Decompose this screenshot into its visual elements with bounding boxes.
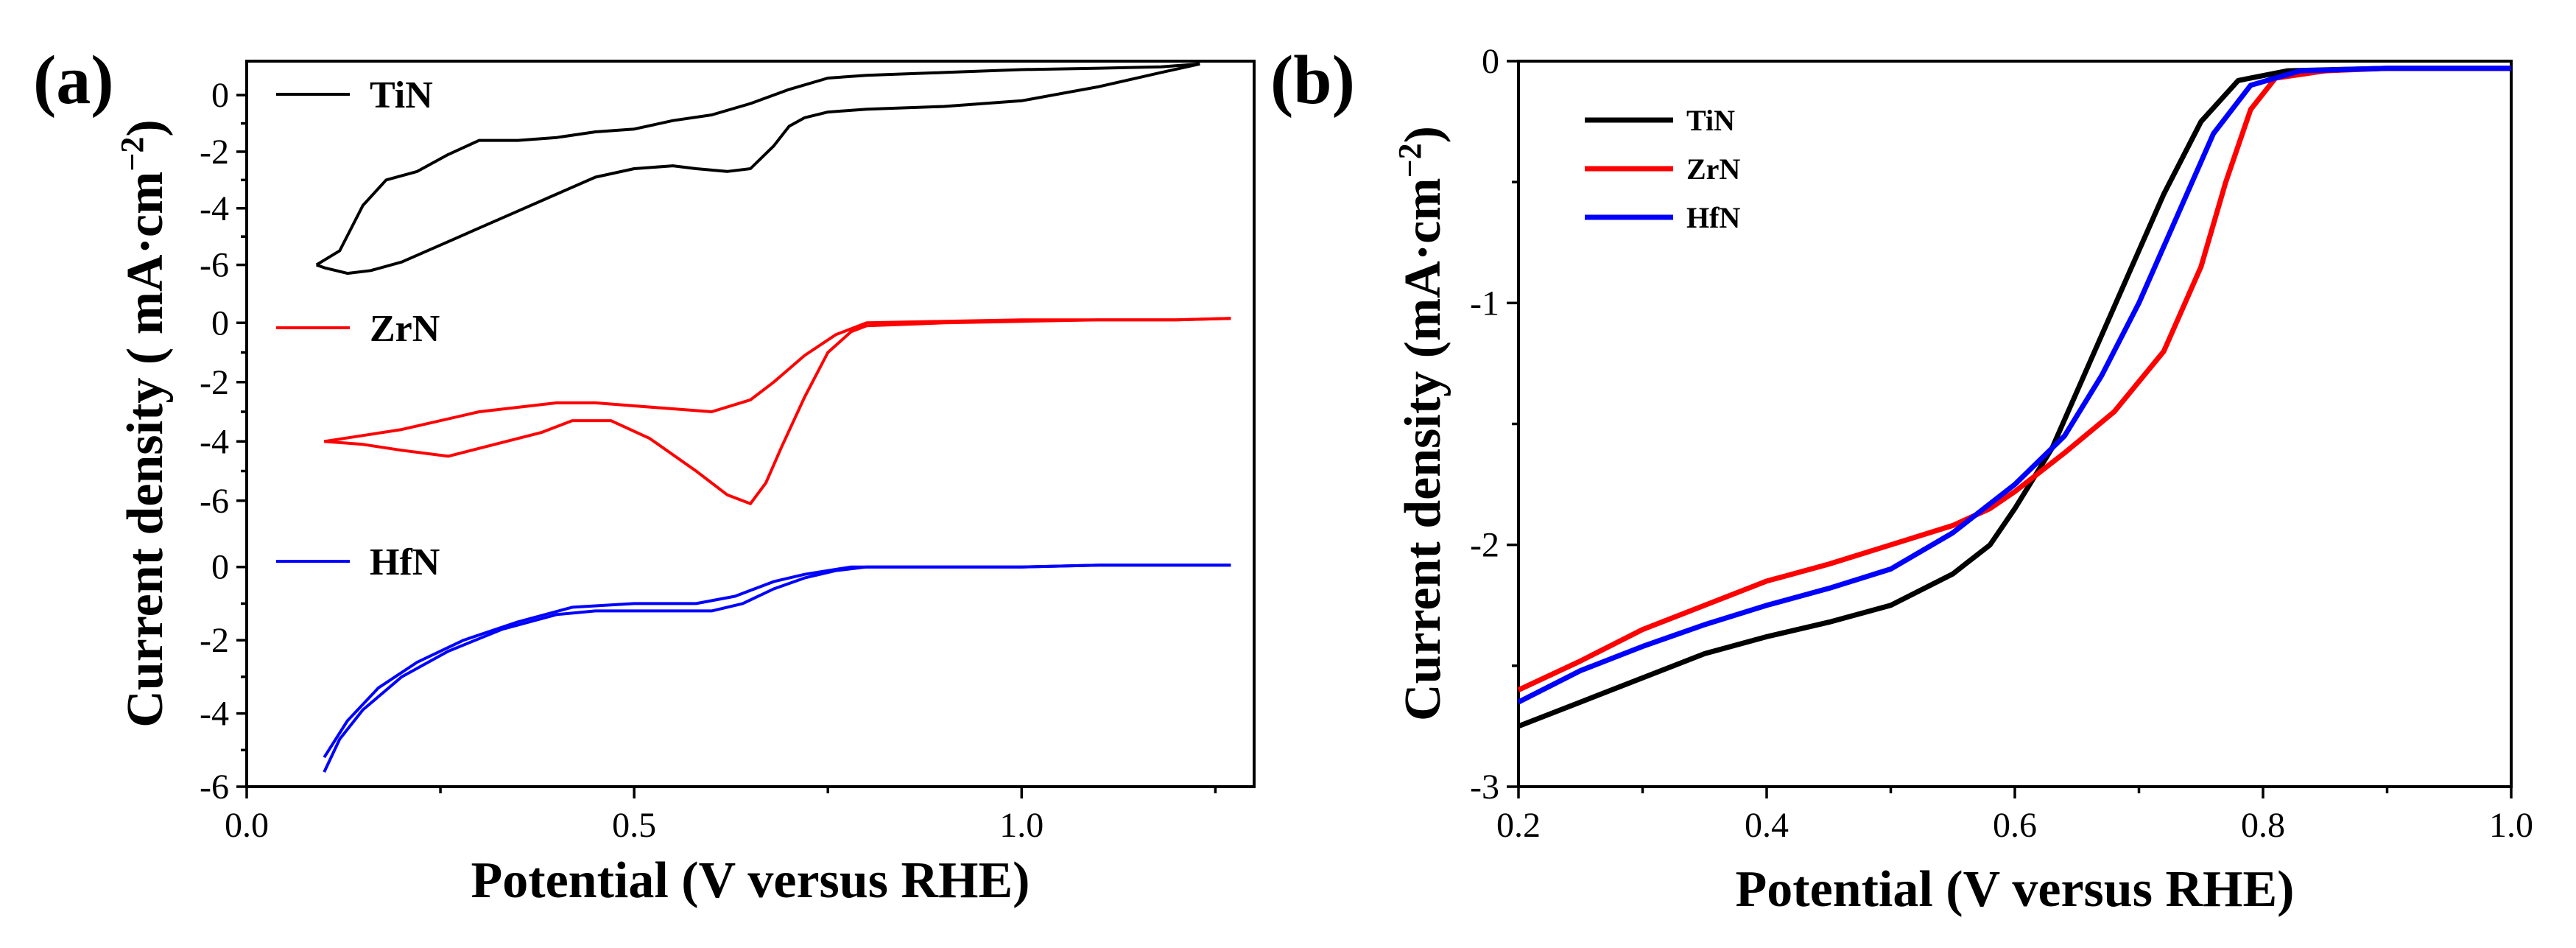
y-tick-label-a-tin: 0 [211, 76, 229, 115]
x-ticks-a: 0.0 0.5 1.0 [225, 787, 1217, 845]
y-tick-label-a-hfn: 0 [211, 548, 229, 587]
x-tick-label-a: 0.0 [225, 806, 269, 845]
cv-curve-zrn-anodic [323, 317, 1231, 443]
y-tick-label-a-zrn: -4 [200, 422, 229, 461]
x-tick-label-b: 0.6 [1993, 806, 2037, 845]
curves-b [1517, 66, 2511, 729]
y-tick-label-a-tin: -6 [200, 246, 229, 285]
legend-b: TiN ZrN HfN [1585, 104, 1740, 234]
legend-label-b-hfn: HfN [1686, 201, 1740, 234]
x-tick-label-b: 0.4 [1745, 806, 1789, 845]
x-ticks-b: 0.2 0.4 0.6 0.8 1.0 [1496, 787, 2533, 845]
x-tick-label-b: 0.8 [2241, 806, 2285, 845]
y-tick-label-b: 0 [1482, 42, 1499, 81]
chart-panel-a: 0 -2 -4 -6 0 -2 -4 -6 0 -2 -4 -6 0.0 0.5 1.0 TiN ZrN Hf… [114, 60, 1256, 909]
y-tick-label-a-hfn: -6 [200, 768, 229, 807]
y-tick-label-a-tin: -2 [200, 133, 229, 172]
panel-label-a: (a) [33, 42, 114, 119]
y-tick-label-b: -3 [1470, 768, 1499, 807]
cv-curve-zrn-cathodic [324, 317, 1231, 505]
y-axis-title-a: Current density ( mA·cm−2) [114, 119, 174, 727]
x-tick-label-a: 0.5 [612, 806, 656, 845]
lsv-curve-zrn [1517, 66, 2511, 692]
lsv-curve-tin [1517, 66, 2511, 729]
y-tick-label-a-hfn: -4 [200, 695, 229, 734]
y-ticks-a: 0 -2 -4 -6 0 -2 -4 -6 0 -2 -4 -6 [200, 76, 247, 807]
legend-label-hfn: HfN [370, 541, 440, 583]
panel-label-b: (b) [1270, 42, 1355, 119]
y-tick-label-a-zrn: -2 [200, 363, 229, 402]
x-axis-title-b: Potential (V versus RHE) [1736, 861, 2295, 918]
cv-curve-tin-cathodic [316, 62, 1200, 275]
chart-panel-b: 0 -1 -2 -3 0.2 0.4 0.6 0.8 1.0 TiN ZrN HfN Potent… [1392, 42, 2533, 918]
legend-label-b-tin: TiN [1686, 104, 1735, 137]
y-tick-label-b: -1 [1470, 284, 1499, 323]
legend-label-zrn: ZrN [370, 308, 440, 350]
y-tick-label-a-zrn: -6 [200, 482, 229, 521]
legends-a: TiN ZrN HfN [276, 74, 440, 583]
cv-curve-tin-anodic [315, 62, 1200, 267]
x-axis-title-a: Potential (V versus RHE) [471, 852, 1030, 909]
cv-curve-hfn-cathodic [323, 563, 1231, 773]
x-tick-label-b: 0.2 [1496, 806, 1541, 845]
lsv-curve-hfn [1517, 66, 2511, 705]
legend-label-b-zrn: ZrN [1686, 152, 1740, 186]
cv-curve-hfn-anodic [323, 563, 1231, 759]
x-tick-label-b: 1.0 [2489, 806, 2533, 845]
y-tick-label-b: -2 [1470, 526, 1499, 565]
legend-label-tin: TiN [370, 74, 433, 116]
plot-frame-a [245, 60, 1256, 788]
y-tick-label-a-zrn: 0 [211, 303, 229, 343]
x-tick-label-a: 1.0 [999, 806, 1044, 845]
y-ticks-b: 0 -1 -2 -3 [1470, 42, 1518, 807]
curves-a [315, 62, 1231, 773]
y-tick-label-a-tin: -4 [200, 189, 229, 228]
y-tick-label-a-hfn: -2 [200, 621, 229, 660]
y-axis-title-b: Current density (mA·cm−2) [1392, 126, 1451, 721]
